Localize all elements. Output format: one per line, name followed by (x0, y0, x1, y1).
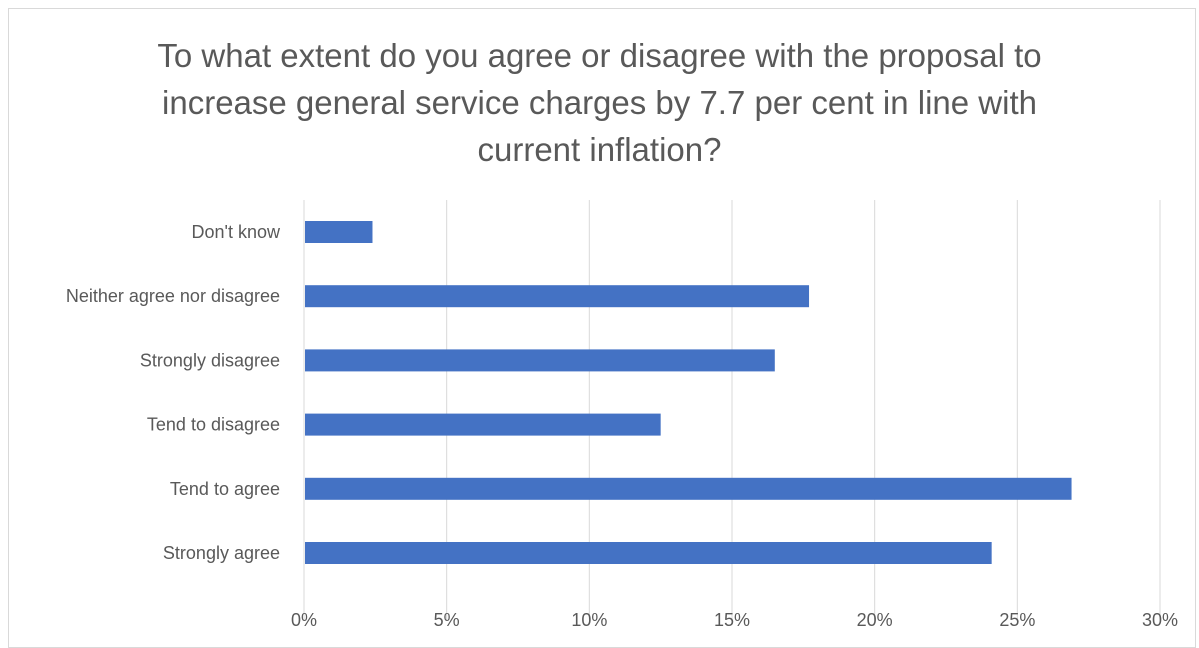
bars (305, 221, 1072, 564)
category-label: Don't know (192, 222, 281, 242)
category-labels: Don't know Neither agree nor disagree Stro… (66, 222, 281, 563)
x-tick-label: 0% (291, 610, 317, 630)
category-label: Tend to disagree (147, 415, 280, 435)
bar-don-t-know (305, 221, 373, 243)
bar-tend-to-agree (305, 477, 1072, 500)
bar-neither-agree-nor-disagree (305, 285, 810, 308)
category-label: Strongly agree (163, 543, 280, 563)
category-label: Neither agree nor disagree (66, 286, 280, 306)
bar-tend-to-disagree (305, 413, 661, 436)
x-tick-label: 20% (857, 610, 893, 630)
chart-title: To what extent do you agree or disagree … (157, 37, 1042, 168)
bar-strongly-agree (305, 542, 992, 564)
x-tick-label: 25% (999, 610, 1035, 630)
chart-area (8, 8, 1196, 648)
category-label: Strongly disagree (140, 350, 280, 370)
x-tick-label: 15% (714, 610, 750, 630)
bar-strongly-disagree (305, 349, 775, 372)
x-tick-labels: 0% 5% 10% 15% 20% 25% 30% (291, 610, 1178, 630)
x-tick-label: 5% (434, 610, 460, 630)
x-tick-label: 30% (1142, 610, 1178, 630)
x-tick-label: 10% (571, 610, 607, 630)
category-label: Tend to agree (170, 479, 280, 499)
